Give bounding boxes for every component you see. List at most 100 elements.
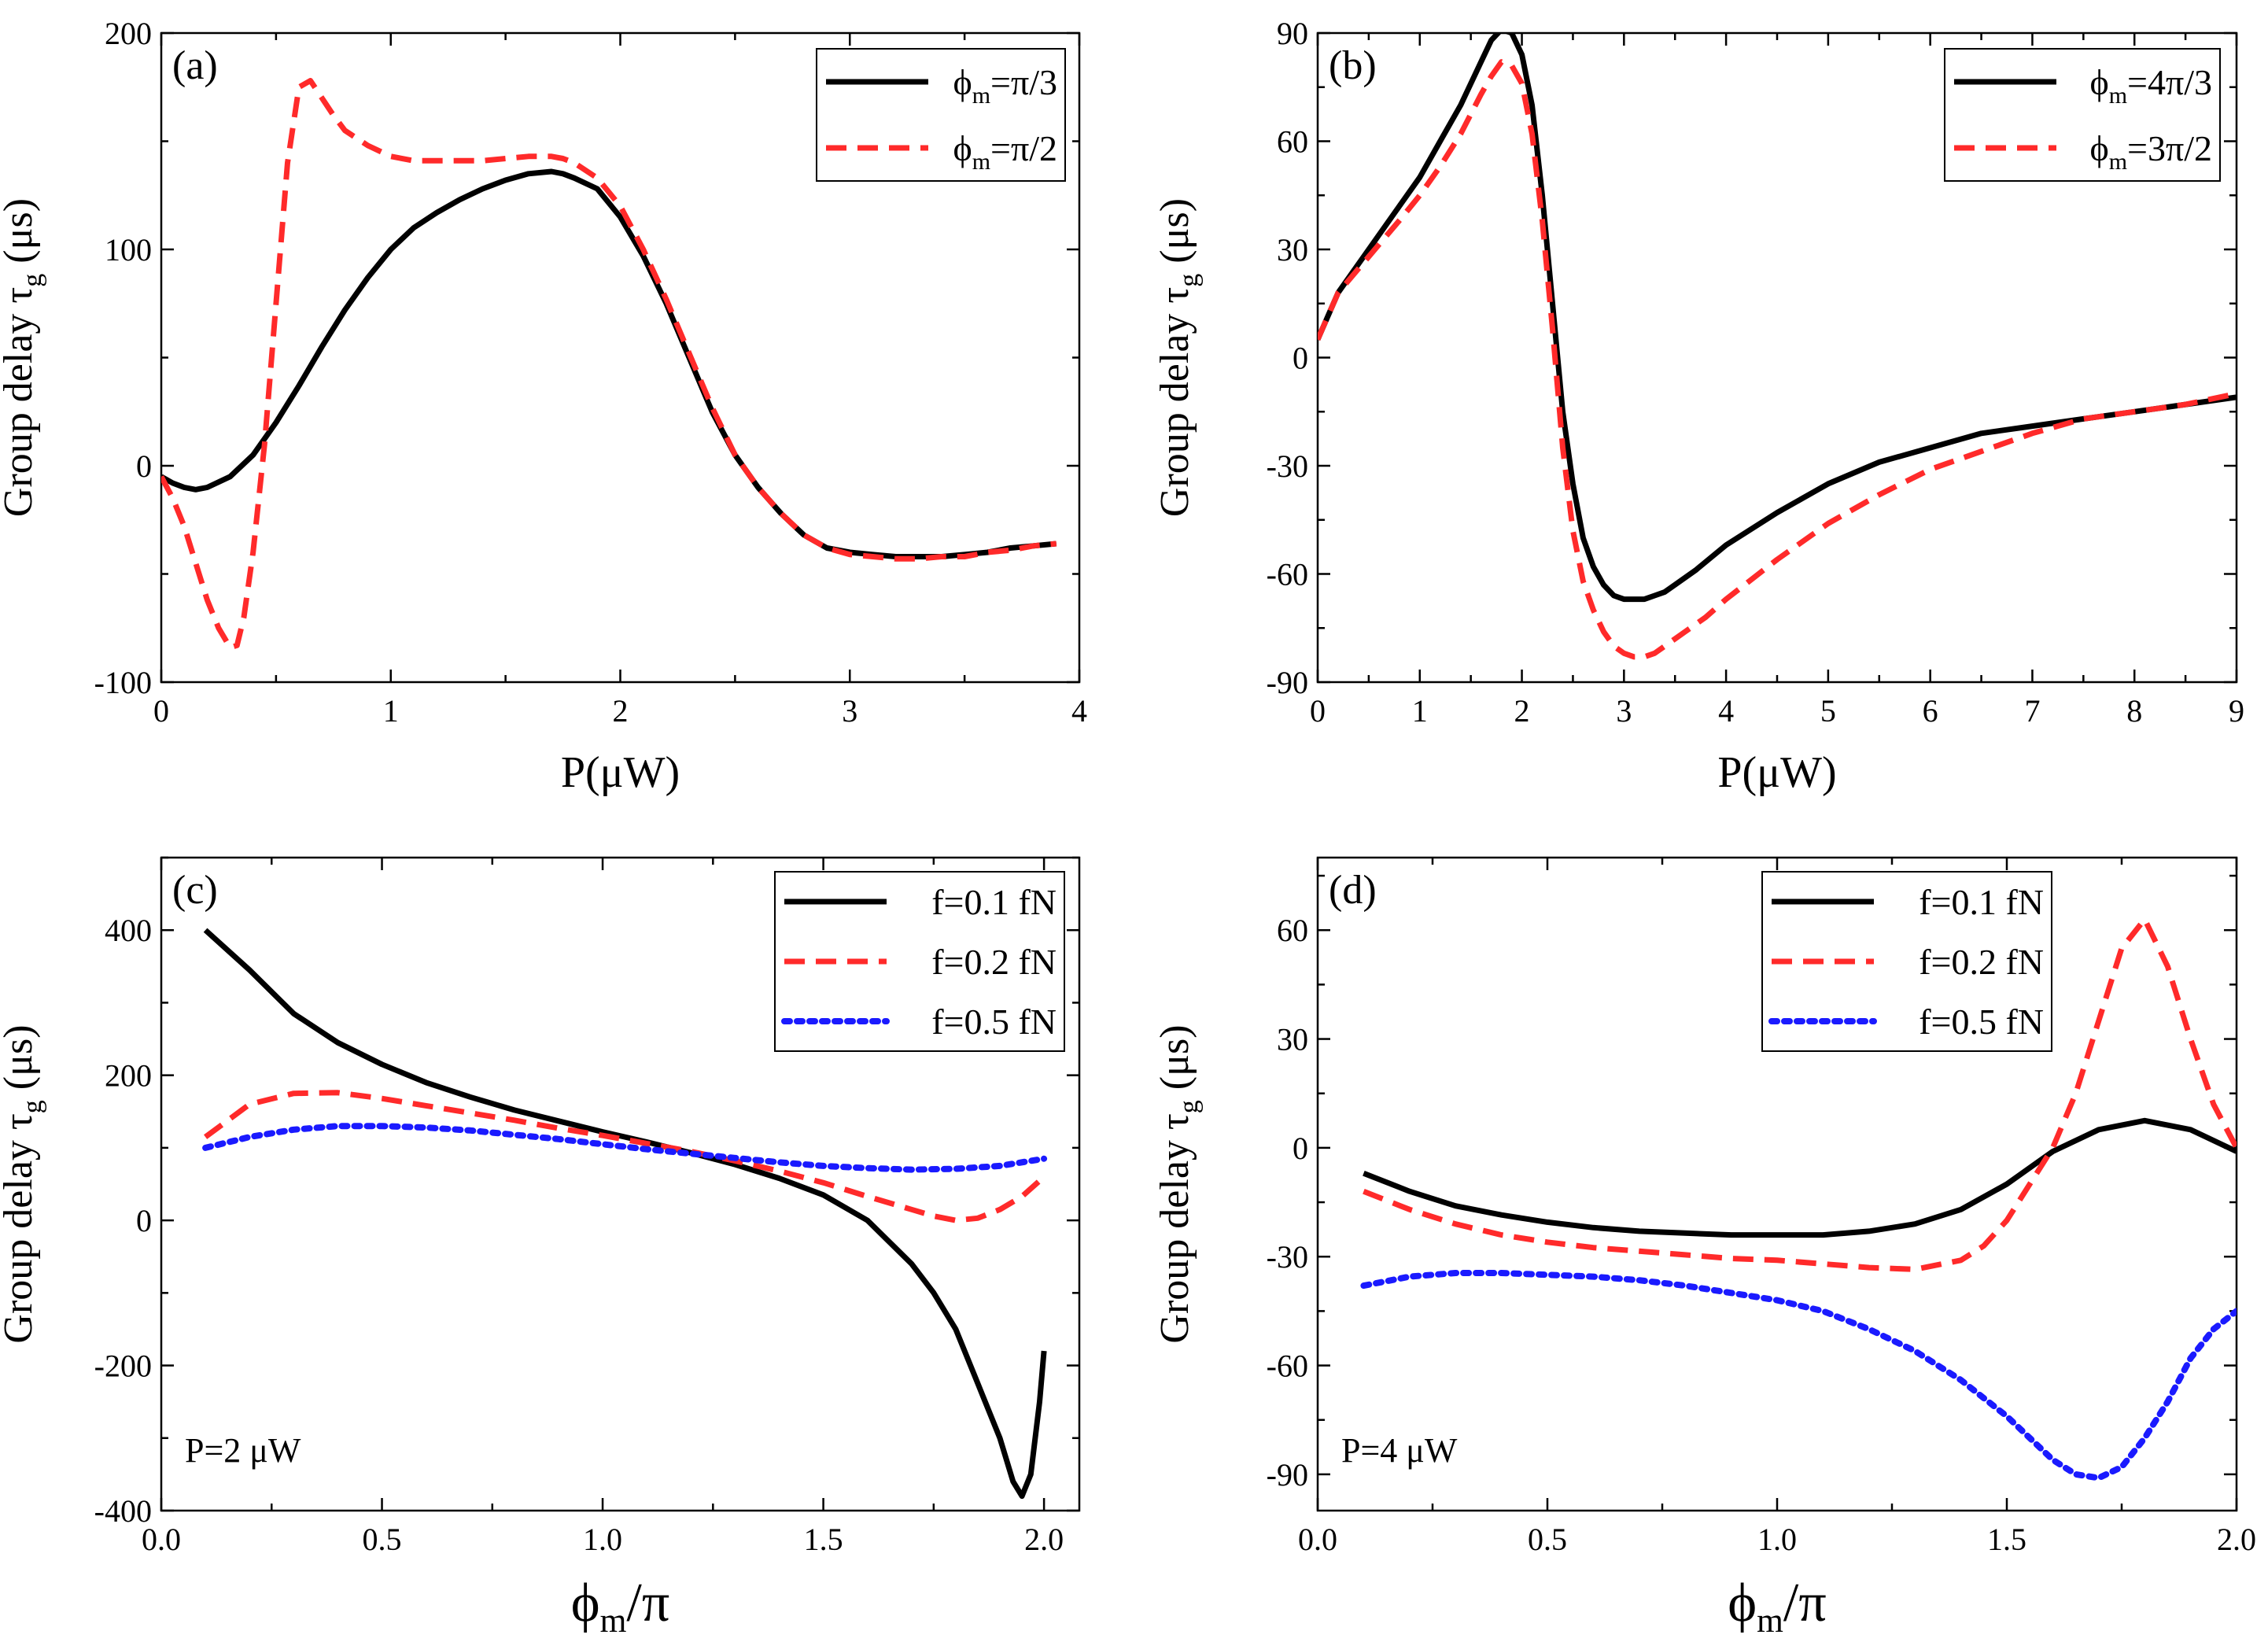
y-tick-label: 200 xyxy=(105,1058,152,1094)
x-tick-label: 2.0 xyxy=(1024,1522,1064,1557)
legend-box xyxy=(816,48,1066,182)
y-tick-label: 30 xyxy=(1277,232,1308,268)
legend-label-main: ϕ xyxy=(953,62,972,102)
x-tick-label: 1 xyxy=(383,693,399,729)
y-tick-label: 400 xyxy=(105,913,152,948)
legend-label-1: ϕm=4π/3 xyxy=(2089,62,2212,109)
y-tick-label: 0 xyxy=(136,448,152,484)
legend-label-sub: m xyxy=(2109,149,2127,175)
y-axis-label: Group delay τg (μs) xyxy=(1152,198,1204,517)
x-tick-label: 1 xyxy=(1412,693,1428,729)
legend-label-sub: m xyxy=(2109,83,2127,109)
x-tick-label: 2.0 xyxy=(2217,1522,2256,1557)
x-tick-label: 1.5 xyxy=(1987,1522,2026,1557)
x-tick-label: 7 xyxy=(2024,693,2040,729)
y-axis-label-unit: (μs) xyxy=(0,198,41,274)
y-axis-label: Group delay τg (μs) xyxy=(1152,1024,1204,1343)
y-tick-label: -90 xyxy=(1267,665,1308,700)
x-tick-label: 0.5 xyxy=(363,1522,402,1557)
x-tick-label: 0.0 xyxy=(142,1522,181,1557)
y-tick-label: 0 xyxy=(1293,1131,1308,1166)
x-tick-label: 2 xyxy=(1514,693,1530,729)
x-axis-label-rest: /π xyxy=(1783,1573,1827,1633)
y-tick-label: 90 xyxy=(1277,16,1308,51)
series-line-1 xyxy=(1363,1117,2237,1238)
x-tick-label: 1.0 xyxy=(1757,1522,1797,1557)
x-tick-label: 5 xyxy=(1820,693,1836,729)
y-axis-label-sub: g xyxy=(18,274,47,287)
y-axis-label-main: Group delay τ xyxy=(1152,1113,1197,1343)
legend-label-3: f=0.5 fN xyxy=(1919,1002,2044,1042)
legend-label-rest: =3π/2 xyxy=(2127,128,2212,168)
x-axis-label-sub: m xyxy=(1757,1602,1783,1640)
panel-d: 0.0 0.5 1.0 1.5 2.0 -90 -60 -30 0 30 60 ϕm/π Group d… xyxy=(1152,856,2256,1640)
y-tick-label: -60 xyxy=(1267,557,1308,592)
legend-label-2: f=0.2 fN xyxy=(1919,942,2044,982)
y-tick-label: -400 xyxy=(94,1493,152,1529)
x-tick-label: 6 xyxy=(1923,693,1938,729)
series-line-2 xyxy=(1363,916,2237,1272)
x-axis-label: ϕm/π xyxy=(571,1573,669,1640)
panel-label: (c) xyxy=(172,868,218,913)
x-tick-label: 8 xyxy=(2126,693,2142,729)
y-tick-label: -90 xyxy=(1267,1457,1308,1493)
x-tick-label: 0 xyxy=(1310,693,1326,729)
y-tick-label: -30 xyxy=(1267,448,1308,484)
legend-label-sub: m xyxy=(972,149,990,175)
y-axis-label-sub: g xyxy=(1175,274,1204,287)
x-axis-label: P(μW) xyxy=(561,748,680,797)
legend-label-rest: =π/3 xyxy=(990,62,1057,102)
y-tick-label: 60 xyxy=(1277,124,1308,160)
legend-label-1: ϕm=π/3 xyxy=(953,62,1057,109)
x-tick-label: 4 xyxy=(1071,693,1087,729)
panel-label: (b) xyxy=(1329,43,1377,88)
y-axis-label-unit: (μs) xyxy=(1152,198,1197,274)
x-tick-label: 3 xyxy=(842,693,857,729)
legend-label-sub: m xyxy=(972,83,990,109)
y-axis-label-sub: g xyxy=(18,1100,47,1113)
legend-box xyxy=(1944,48,2221,182)
legend-label-2: f=0.2 fN xyxy=(931,942,1057,982)
panel-label: (a) xyxy=(172,43,218,88)
y-tick-label: 100 xyxy=(105,232,152,268)
y-axis-label: Group delay τg (μs) xyxy=(0,1024,47,1343)
panel-c: 0.0 0.5 1.0 1.5 2.0 -400 -200 0 200 400 ϕm/π Group … xyxy=(0,856,1081,1640)
panel-label: (d) xyxy=(1329,868,1377,913)
legend-label-1: f=0.1 fN xyxy=(1919,882,2044,922)
y-tick-label: -200 xyxy=(94,1349,152,1384)
series-line-1 xyxy=(203,928,1047,1500)
series-line-2 xyxy=(204,1090,1046,1223)
x-axis-label-rest: /π xyxy=(626,1573,669,1633)
x-tick-label: 3 xyxy=(1616,693,1632,729)
x-tick-label: 0.5 xyxy=(1528,1522,1567,1557)
x-axis-label-main: ϕ xyxy=(571,1573,600,1633)
x-axis-label: P(μW) xyxy=(1717,748,1836,797)
legend-label-3: f=0.5 fN xyxy=(931,1002,1057,1042)
x-axis-label: ϕm/π xyxy=(1728,1573,1826,1640)
x-tick-label: 1.5 xyxy=(804,1522,843,1557)
y-axis-label-main: Group delay τ xyxy=(0,1113,41,1343)
y-axis-label-main: Group delay τ xyxy=(1152,287,1197,517)
y-tick-label: -30 xyxy=(1267,1239,1308,1275)
legend-label-main: ϕ xyxy=(953,128,972,168)
y-axis-label-unit: (μs) xyxy=(0,1024,41,1100)
series-line-3 xyxy=(202,1123,1048,1173)
y-tick-label: -60 xyxy=(1267,1349,1308,1384)
x-tick-label: 1.0 xyxy=(583,1522,622,1557)
x-axis-label-main: ϕ xyxy=(1728,1573,1757,1633)
legend-label-2: ϕm=3π/2 xyxy=(2089,128,2212,175)
y-axis-label-unit: (μs) xyxy=(1152,1024,1197,1100)
y-tick-label: 60 xyxy=(1277,913,1308,948)
x-tick-label: 2 xyxy=(613,693,629,729)
y-axis-label: Group delay τg (μs) xyxy=(0,198,47,517)
y-axis-label-main: Group delay τ xyxy=(0,287,41,517)
series-line-3 xyxy=(1360,1270,2237,1481)
series-line-1 xyxy=(1318,33,2237,603)
y-tick-label: 0 xyxy=(1293,341,1308,376)
x-axis-label-sub: m xyxy=(600,1602,627,1640)
plot-frame xyxy=(160,856,1081,1512)
legend-label-main: ϕ xyxy=(2089,62,2108,102)
